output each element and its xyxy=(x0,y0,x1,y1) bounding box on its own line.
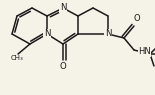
Text: N: N xyxy=(105,30,111,38)
Text: N: N xyxy=(60,4,66,13)
Text: HN: HN xyxy=(138,48,151,57)
Text: CH₃: CH₃ xyxy=(11,55,23,61)
Text: N: N xyxy=(44,30,50,38)
Text: O: O xyxy=(60,62,66,71)
Text: O: O xyxy=(134,14,140,23)
